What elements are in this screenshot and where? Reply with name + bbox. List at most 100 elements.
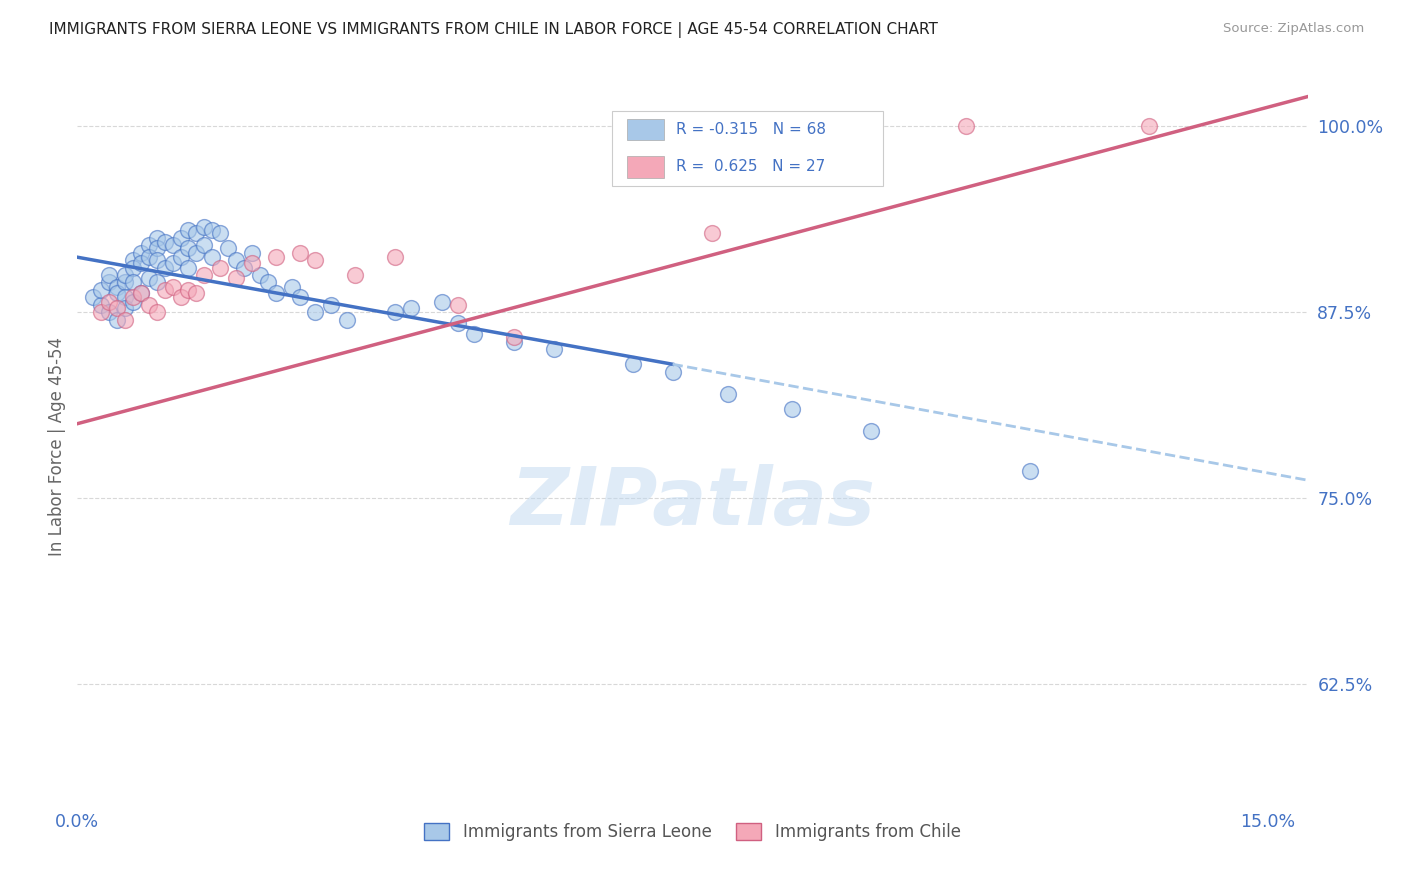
Point bbox=[280, 280, 302, 294]
Point bbox=[153, 235, 176, 250]
Point bbox=[145, 276, 167, 290]
Point bbox=[122, 253, 145, 268]
Point bbox=[621, 357, 644, 371]
Point bbox=[129, 285, 152, 300]
Point bbox=[702, 227, 724, 241]
Point bbox=[114, 312, 136, 326]
Text: R = -0.315   N = 68: R = -0.315 N = 68 bbox=[676, 122, 827, 136]
Point bbox=[98, 276, 121, 290]
Point bbox=[114, 276, 136, 290]
Point bbox=[114, 301, 136, 315]
Point bbox=[209, 260, 232, 275]
Bar bbox=[627, 156, 664, 178]
Point bbox=[860, 424, 883, 438]
Text: Source: ZipAtlas.com: Source: ZipAtlas.com bbox=[1223, 22, 1364, 36]
Text: ZIPatlas: ZIPatlas bbox=[510, 464, 875, 542]
Point bbox=[105, 312, 128, 326]
Point bbox=[162, 280, 184, 294]
Point bbox=[186, 285, 208, 300]
Point bbox=[138, 250, 160, 264]
Point bbox=[217, 241, 239, 255]
Point bbox=[249, 268, 271, 282]
Point bbox=[384, 250, 406, 264]
Point bbox=[399, 301, 422, 315]
Point bbox=[463, 327, 485, 342]
Point bbox=[114, 268, 136, 282]
Point bbox=[153, 283, 176, 297]
Point bbox=[201, 223, 224, 237]
Y-axis label: In Labor Force | Age 45-54: In Labor Force | Age 45-54 bbox=[48, 336, 66, 556]
Point bbox=[162, 238, 184, 252]
Point bbox=[98, 268, 121, 282]
Point bbox=[1137, 120, 1160, 134]
Bar bbox=[627, 119, 664, 140]
Point bbox=[193, 268, 215, 282]
Text: R =  0.625   N = 27: R = 0.625 N = 27 bbox=[676, 160, 825, 174]
Point bbox=[177, 283, 200, 297]
Point bbox=[98, 305, 121, 319]
Point bbox=[240, 245, 263, 260]
Point bbox=[169, 250, 191, 264]
Point bbox=[114, 290, 136, 304]
Point bbox=[264, 285, 287, 300]
Point bbox=[153, 260, 176, 275]
Point bbox=[82, 290, 104, 304]
Point bbox=[145, 305, 167, 319]
Point bbox=[336, 312, 359, 326]
Point bbox=[145, 241, 167, 255]
Point bbox=[122, 290, 145, 304]
Point bbox=[233, 260, 256, 275]
Point bbox=[304, 253, 326, 268]
Point bbox=[717, 387, 740, 401]
Point bbox=[264, 250, 287, 264]
Point bbox=[256, 276, 278, 290]
Point bbox=[98, 294, 121, 309]
Point bbox=[169, 290, 191, 304]
Point bbox=[447, 316, 470, 330]
Point bbox=[90, 298, 112, 312]
Point bbox=[209, 227, 232, 241]
Point bbox=[129, 285, 152, 300]
Point bbox=[193, 220, 215, 235]
Point bbox=[186, 227, 208, 241]
Point bbox=[288, 290, 311, 304]
Point bbox=[543, 343, 565, 357]
Point bbox=[122, 294, 145, 309]
Point bbox=[661, 365, 683, 379]
Point bbox=[177, 241, 200, 255]
Point bbox=[105, 280, 128, 294]
Point bbox=[225, 253, 247, 268]
Point bbox=[138, 238, 160, 252]
Point bbox=[177, 223, 200, 237]
Point bbox=[90, 305, 112, 319]
Point bbox=[384, 305, 406, 319]
Point bbox=[186, 245, 208, 260]
Point bbox=[138, 298, 160, 312]
Point bbox=[90, 283, 112, 297]
Point bbox=[193, 238, 215, 252]
Point bbox=[105, 285, 128, 300]
Text: IMMIGRANTS FROM SIERRA LEONE VS IMMIGRANTS FROM CHILE IN LABOR FORCE | AGE 45-54: IMMIGRANTS FROM SIERRA LEONE VS IMMIGRAN… bbox=[49, 22, 938, 38]
Point bbox=[225, 271, 247, 285]
Point bbox=[122, 260, 145, 275]
Point bbox=[1018, 464, 1040, 478]
Point bbox=[201, 250, 224, 264]
Point bbox=[145, 253, 167, 268]
Point bbox=[240, 256, 263, 270]
Point bbox=[129, 256, 152, 270]
FancyBboxPatch shape bbox=[613, 111, 883, 186]
Point bbox=[105, 301, 128, 315]
Point bbox=[432, 294, 454, 309]
Legend: Immigrants from Sierra Leone, Immigrants from Chile: Immigrants from Sierra Leone, Immigrants… bbox=[418, 816, 967, 848]
Point bbox=[344, 268, 367, 282]
Point bbox=[304, 305, 326, 319]
Point bbox=[288, 245, 311, 260]
Point bbox=[169, 231, 191, 245]
Point bbox=[138, 271, 160, 285]
Point bbox=[162, 256, 184, 270]
Point bbox=[780, 401, 803, 416]
Point bbox=[321, 298, 343, 312]
Point bbox=[955, 120, 977, 134]
Point bbox=[145, 231, 167, 245]
Point bbox=[177, 260, 200, 275]
